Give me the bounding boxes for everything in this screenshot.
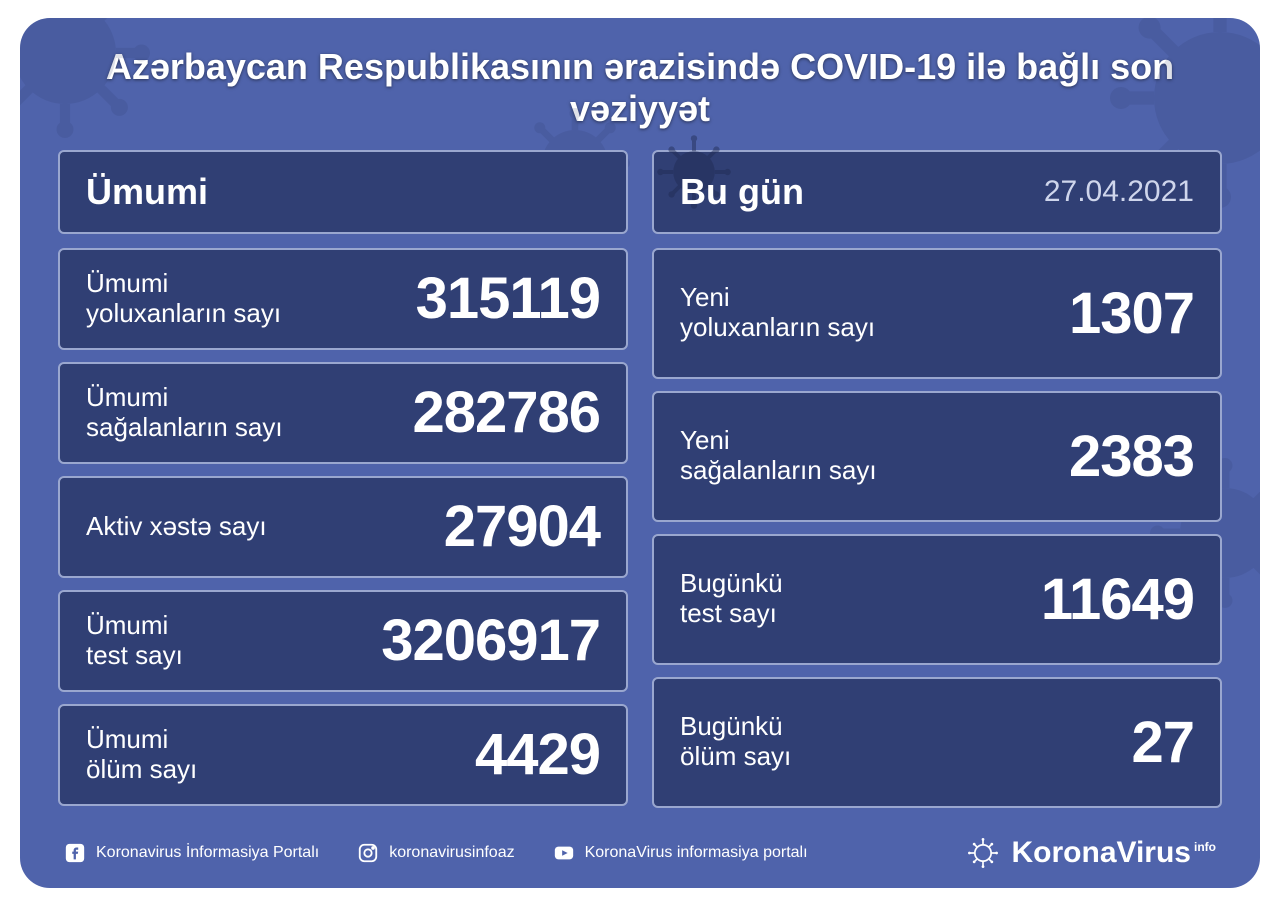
stat-row: Ümumisağalanların sayı 282786 [58,362,628,464]
main-title: Azərbaycan Respublikasının ərazisində CO… [58,46,1222,130]
stat-row: Yeniyoluxanların sayı 1307 [652,248,1222,379]
stat-value: 27 [1131,709,1194,776]
stat-row: Ümumitest sayı 3206917 [58,590,628,692]
brand-text: KoronaVirusinfo [1012,836,1217,870]
social-instagram-label: koronavirusinfoaz [389,844,514,862]
stat-row: Ümumiyoluxanların sayı 315119 [58,248,628,350]
brand-suffix: info [1194,840,1216,854]
stat-row: Bugünkütest sayı 11649 [652,534,1222,665]
stat-label: Bugünkütest sayı [680,569,783,629]
stat-label: Ümumiyoluxanların sayı [86,269,281,329]
footer: Koronavirus İnformasiya Portalı koronavi… [20,836,1260,870]
stat-label: Yeniyoluxanların sayı [680,283,875,343]
facebook-icon [64,842,86,864]
panel-today: Bu gün 27.04.2021 Yeniyoluxanların sayı … [652,150,1222,808]
stat-label: Ümumiölüm sayı [86,725,197,785]
stat-value: 4429 [475,721,600,788]
brand-virus-icon [966,836,1000,870]
stat-value: 315119 [416,265,600,332]
stat-row: Bugünküölüm sayı 27 [652,677,1222,808]
stat-value: 2383 [1069,423,1194,490]
stat-value: 282786 [412,379,600,446]
social-facebook-label: Koronavirus İnformasiya Portalı [96,844,319,862]
panel-today-date: 27.04.2021 [1044,175,1194,209]
youtube-icon [553,842,575,864]
stat-label: Ümumisağalanların sayı [86,383,283,443]
brand: KoronaVirusinfo [966,836,1217,870]
stat-label: Ümumitest sayı [86,611,183,671]
panel-today-rows: Yeniyoluxanların sayı 1307 Yenisağalanla… [652,248,1222,808]
social-instagram: koronavirusinfoaz [357,842,514,864]
stat-value: 1307 [1069,280,1194,347]
stat-row: Yenisağalanların sayı 2383 [652,391,1222,522]
panel-today-title: Bu gün [680,171,804,213]
social-youtube-label: KoronaVirus informasiya portalı [585,844,808,862]
panels-container: Ümumi Ümumiyoluxanların sayı 315119 Ümum… [58,150,1222,808]
stat-label: Aktiv xəstə sayı [86,512,267,542]
social-youtube: KoronaVirus informasiya portalı [553,842,808,864]
stat-label: Bugünküölüm sayı [680,712,791,772]
instagram-icon [357,842,379,864]
infographic-card: Azərbaycan Respublikasının ərazisində CO… [20,18,1260,888]
stat-value: 27904 [444,493,600,560]
stat-row: Aktiv xəstə sayı 27904 [58,476,628,578]
stat-label: Yenisağalanların sayı [680,426,877,486]
panel-total: Ümumi Ümumiyoluxanların sayı 315119 Ümum… [58,150,628,808]
panel-today-header: Bu gün 27.04.2021 [652,150,1222,234]
stat-value: 11649 [1041,566,1194,633]
stat-row: Ümumiölüm sayı 4429 [58,704,628,806]
stat-value: 3206917 [381,607,600,674]
panel-total-header: Ümumi [58,150,628,234]
panel-total-title: Ümumi [86,171,208,213]
panel-total-rows: Ümumiyoluxanların sayı 315119 Ümumisağal… [58,248,628,806]
social-facebook: Koronavirus İnformasiya Portalı [64,842,319,864]
brand-name: KoronaVirus [1012,836,1192,869]
